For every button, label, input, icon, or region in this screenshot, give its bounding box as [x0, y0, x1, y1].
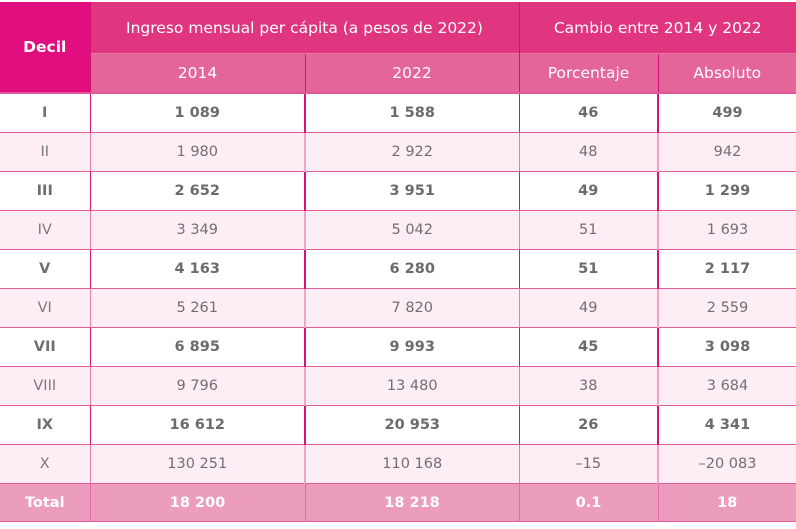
decil-cell: IX	[0, 405, 90, 445]
value-abs: 3 098	[656, 327, 796, 367]
total-2022: 18 218	[304, 483, 519, 522]
decil-cell: V	[0, 249, 90, 289]
value-pct: 46	[518, 92, 658, 133]
table-row: VII 6 895 9 993 45 3 098	[0, 327, 796, 367]
decil-cell: VI	[0, 288, 90, 328]
value-pct: 26	[518, 405, 658, 445]
header-2014: 2014	[89, 53, 305, 93]
table-row: IX 16 612 20 953 26 4 341	[0, 405, 796, 445]
table-row: I 1 089 1 588 46 499	[0, 92, 796, 133]
value-abs: 1 693	[656, 210, 796, 250]
table-row: VIII 9 796 13 480 38 3 684	[0, 366, 796, 406]
header-decil: Decil	[0, 2, 90, 93]
value-2014: 1 089	[89, 92, 305, 133]
value-pct: 38	[518, 366, 658, 406]
table-row: IV 3 349 5 042 51 1 693	[0, 210, 796, 250]
value-2022: 110 168	[304, 444, 519, 484]
value-2014: 1 980	[89, 132, 305, 172]
value-pct: 48	[518, 132, 658, 172]
value-2022: 7 820	[304, 288, 519, 328]
value-2014: 6 895	[89, 327, 305, 367]
decil-cell: III	[0, 171, 90, 211]
decil-cell: X	[0, 444, 90, 484]
total-abs: 18	[657, 483, 796, 522]
value-2014: 4 163	[89, 249, 305, 289]
value-abs: 942	[656, 132, 796, 172]
total-pct: 0.1	[518, 483, 658, 522]
table-row: III 2 652 3 951 49 1 299	[0, 171, 796, 211]
total-row: Total 18 200 18 218 0.1 18	[0, 483, 796, 522]
value-pct: 51	[518, 249, 658, 289]
value-pct: 51	[518, 210, 658, 250]
value-2022: 3 951	[304, 171, 519, 211]
value-abs: 1 299	[656, 171, 796, 211]
value-2022: 5 042	[304, 210, 519, 250]
total-2014: 18 200	[89, 483, 305, 522]
decil-cell: IV	[0, 210, 90, 250]
value-2022: 2 922	[304, 132, 519, 172]
value-2014: 16 612	[89, 405, 305, 445]
header-2022: 2022	[304, 53, 519, 93]
value-2022: 9 993	[304, 327, 519, 367]
decil-cell: VII	[0, 327, 90, 367]
value-2014: 3 349	[89, 210, 305, 250]
table-row: VI 5 261 7 820 49 2 559	[0, 288, 796, 328]
value-2022: 13 480	[304, 366, 519, 406]
header-group-change: Cambio entre 2014 y 2022	[518, 2, 796, 54]
value-2022: 20 953	[304, 405, 519, 445]
decil-cell: I	[0, 92, 90, 133]
value-2022: 6 280	[304, 249, 519, 289]
decil-cell: II	[0, 132, 90, 172]
value-pct: 45	[518, 327, 658, 367]
value-2014: 5 261	[89, 288, 305, 328]
table-row: V 4 163 6 280 51 2 117	[0, 249, 796, 289]
table-row: X 130 251 110 168 –15 –20 083	[0, 444, 796, 484]
table-row: II 1 980 2 922 48 942	[0, 132, 796, 172]
decil-cell: VIII	[0, 366, 90, 406]
value-pct: 49	[518, 288, 658, 328]
value-abs: 2 117	[656, 249, 796, 289]
value-2014: 2 652	[89, 171, 305, 211]
value-2014: 130 251	[89, 444, 305, 484]
value-pct: –15	[518, 444, 658, 484]
value-2022: 1 588	[304, 92, 519, 133]
header-group-income: Ingreso mensual per cápita (a pesos de 2…	[89, 2, 519, 54]
value-abs: 3 684	[656, 366, 796, 406]
value-abs: 2 559	[656, 288, 796, 328]
value-abs: 499	[656, 92, 796, 133]
header-absoluto: Absoluto	[657, 53, 796, 93]
value-pct: 49	[518, 171, 658, 211]
value-abs: –20 083	[656, 444, 796, 484]
total-label: Total	[0, 483, 90, 522]
value-2014: 9 796	[89, 366, 305, 406]
header-porcentaje: Porcentaje	[518, 53, 658, 93]
value-abs: 4 341	[656, 405, 796, 445]
